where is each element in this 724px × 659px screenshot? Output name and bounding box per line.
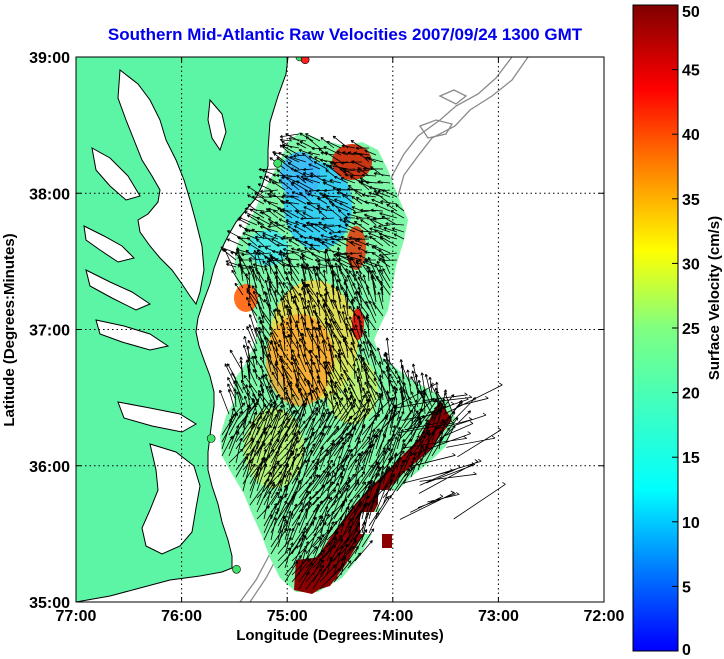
velocity-vectors <box>219 132 506 590</box>
y-axis-label: Latitude (Degrees:Minutes) <box>1 233 18 426</box>
rappahannock-river <box>83 225 135 263</box>
x-tick-label: 77:00 <box>56 608 97 625</box>
y-tick-label: 36:00 <box>29 459 70 476</box>
map-plot-area <box>76 57 604 602</box>
colorbar-tick-label: 5 <box>682 579 691 596</box>
x-tick-label: 76:00 <box>161 608 202 625</box>
colorbar-tick-label: 15 <box>682 450 700 467</box>
velocity-arrow-set <box>219 132 506 590</box>
radar-sites <box>206 57 310 574</box>
radar-site-marker <box>273 158 282 168</box>
colorbar-tick-label: 25 <box>682 321 700 338</box>
colorbar-tick-label: 30 <box>682 256 700 273</box>
colorbar-tick-label: 45 <box>682 63 700 80</box>
colorbar-ticks: 0 5 10 15 20 25 30 35 40 45 50 <box>672 4 700 659</box>
colorbar-tick-label: 40 <box>682 127 700 144</box>
x-tick-label: 73:00 <box>478 608 519 625</box>
y-tick-label: 38:00 <box>29 186 70 203</box>
x-axis-label: Longitude (Degrees:Minutes) <box>236 627 444 644</box>
albemarle-sound <box>117 401 197 433</box>
potomac-river <box>91 147 141 201</box>
colorbar-label: Surface Velocity (cm/s) <box>706 216 723 380</box>
axis-ticks: 77:00 76:00 75:00 74:00 73:00 72:00 39:00 38:00… <box>29 50 624 625</box>
pamlico-sound <box>141 443 201 555</box>
colorbar-tick-label: 50 <box>682 4 700 21</box>
lat-lon-grid <box>76 57 604 602</box>
x-tick-label: 72:00 <box>584 608 625 625</box>
bathymetry-contour-island <box>419 119 454 139</box>
velocity-patch-max <box>382 534 392 548</box>
radar-site-marker <box>300 57 310 65</box>
delaware-inlet <box>207 98 227 152</box>
y-tick-label: 35:00 <box>29 595 70 612</box>
map-title: Southern Mid-Atlantic Raw Velocities 200… <box>108 25 583 44</box>
chesapeake-bay <box>117 69 205 306</box>
y-tick-label: 39:00 <box>29 50 70 67</box>
colorbar-tick-label: 35 <box>682 192 700 209</box>
colorbar-tick-label: 0 <box>682 642 691 659</box>
radar-site-marker <box>206 434 216 443</box>
x-tick-label: 74:00 <box>372 608 413 625</box>
radar-site-marker <box>232 564 241 574</box>
colorbar-tick-label: 10 <box>682 515 700 532</box>
y-tick-label: 37:00 <box>29 323 70 340</box>
york-river <box>85 269 152 311</box>
james-river <box>95 319 170 351</box>
x-tick-label: 75:00 <box>267 608 308 625</box>
bathymetry-contour-island <box>438 89 468 105</box>
inland-waters <box>83 69 227 555</box>
colorbar-tick-label: 20 <box>682 386 700 403</box>
colorbar <box>632 4 679 652</box>
